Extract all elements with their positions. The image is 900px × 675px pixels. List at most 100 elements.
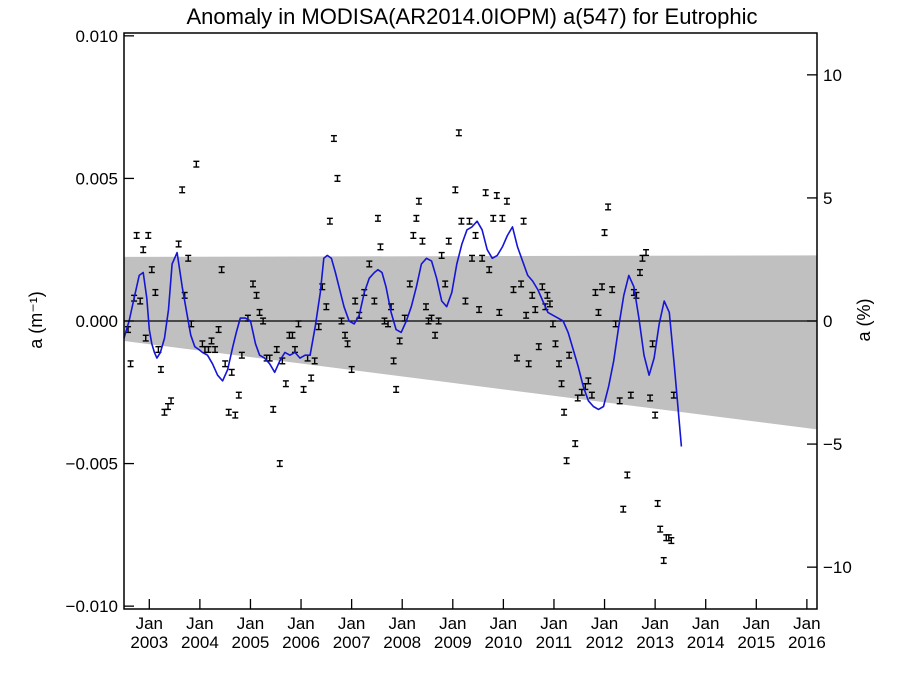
data-point <box>624 471 631 479</box>
data-point <box>438 251 445 259</box>
y-tick-label-right: −5 <box>823 435 842 454</box>
data-point <box>616 397 623 405</box>
x-tick-label-month: Jan <box>692 614 719 633</box>
data-point <box>385 320 392 328</box>
data-point <box>352 297 359 305</box>
data-point <box>523 311 530 319</box>
y-tick-label-right: 5 <box>823 189 832 208</box>
data-point <box>490 214 497 222</box>
data-point <box>311 357 318 365</box>
data-point <box>215 326 222 334</box>
x-tick-label-year: 2014 <box>687 633 725 652</box>
data-point <box>374 214 381 222</box>
data-point <box>253 291 260 299</box>
data-point <box>445 237 452 245</box>
x-tick-label-month: Jan <box>641 614 668 633</box>
data-point <box>499 214 506 222</box>
data-point <box>544 291 551 299</box>
x-tick-label-year: 2009 <box>434 633 472 652</box>
y-tick-label-left: −0.010 <box>66 597 118 616</box>
data-point <box>605 203 612 211</box>
data-point <box>334 174 341 182</box>
data-point <box>413 214 420 222</box>
data-point <box>670 391 677 399</box>
data-point <box>270 405 277 413</box>
data-point <box>225 408 232 416</box>
x-tick-label-year: 2013 <box>636 633 674 652</box>
x-tick-label-year: 2004 <box>181 633 219 652</box>
data-point <box>472 231 479 240</box>
series-line <box>123 220 683 447</box>
data-point <box>435 317 442 325</box>
data-point <box>510 286 517 294</box>
data-point <box>140 246 147 254</box>
data-point <box>649 340 656 348</box>
data-point <box>406 280 413 288</box>
data-point <box>348 365 355 374</box>
data-point <box>205 345 212 354</box>
x-tick-label-year: 2016 <box>788 633 826 652</box>
data-point <box>148 266 155 274</box>
data-point <box>193 160 200 168</box>
data-point <box>535 343 542 351</box>
data-point <box>175 240 182 248</box>
x-tick-label-month: Jan <box>793 614 820 633</box>
y-tick-label-right: −10 <box>823 558 852 577</box>
data-point <box>410 231 417 240</box>
data-point <box>627 391 634 399</box>
data-point <box>482 189 489 197</box>
data-point <box>612 320 619 328</box>
data-point <box>228 368 235 376</box>
data-point <box>479 254 486 262</box>
data-point <box>300 385 307 393</box>
data-point <box>660 556 667 565</box>
data-point <box>342 331 349 339</box>
data-point <box>273 345 280 354</box>
data-point <box>552 340 559 348</box>
data-point <box>514 354 521 362</box>
data-point <box>525 360 532 368</box>
data-point <box>546 300 553 308</box>
x-tick-label-month: Jan <box>490 614 517 633</box>
data-point <box>366 260 373 268</box>
y-axis-label-right: a (%) <box>854 298 874 341</box>
data-point <box>561 408 568 416</box>
data-point <box>344 340 351 348</box>
y-tick-label-left: 0.010 <box>75 27 118 46</box>
x-tick-label-year: 2010 <box>484 633 522 652</box>
data-point <box>393 385 400 393</box>
x-tick-label-month: Jan <box>237 614 264 633</box>
data-point <box>276 460 283 468</box>
data-point <box>442 280 449 288</box>
data-point <box>145 231 152 240</box>
x-tick-label-month: Jan <box>540 614 567 633</box>
data-point <box>609 286 616 294</box>
data-point <box>249 280 256 288</box>
data-point <box>496 308 503 316</box>
y-tick-label-left: 0.005 <box>75 169 118 188</box>
y-tick-label-left: 0.000 <box>75 312 118 331</box>
data-point <box>161 408 168 416</box>
data-point <box>165 402 172 411</box>
data-point <box>558 380 565 388</box>
band-area <box>124 255 817 430</box>
data-point <box>235 391 242 399</box>
data-point <box>549 320 556 328</box>
data-point <box>326 217 333 225</box>
x-tick-label-year: 2006 <box>282 633 320 652</box>
data-point <box>308 374 315 382</box>
data-point <box>592 288 599 297</box>
x-tick-label-year: 2015 <box>737 633 775 652</box>
data-point <box>636 268 643 277</box>
data-point <box>588 391 595 399</box>
data-point <box>599 283 606 291</box>
data-point <box>595 308 602 316</box>
data-point <box>152 288 159 297</box>
data-point <box>289 331 296 339</box>
data-point <box>330 134 337 143</box>
x-tick-label-year: 2005 <box>232 633 270 652</box>
data-point <box>486 266 493 274</box>
x-tick-label-month: Jan <box>136 614 163 633</box>
data-point <box>256 308 263 316</box>
data-point <box>458 217 465 225</box>
